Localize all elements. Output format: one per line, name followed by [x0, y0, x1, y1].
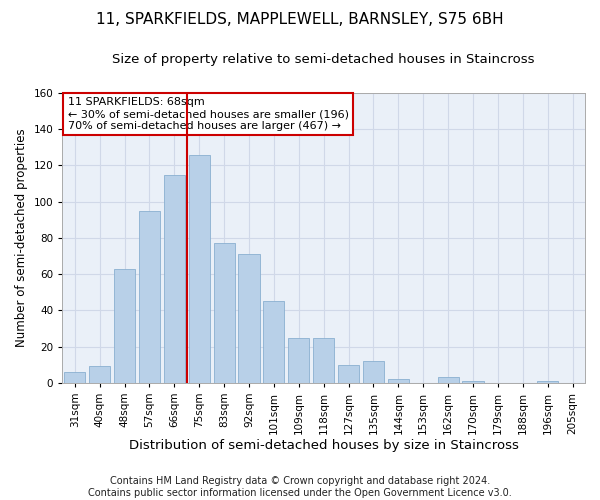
Bar	[288, 338, 310, 383]
Bar	[114, 268, 135, 383]
Bar	[537, 381, 558, 383]
Bar	[139, 211, 160, 383]
Bar	[238, 254, 260, 383]
X-axis label: Distribution of semi-detached houses by size in Staincross: Distribution of semi-detached houses by …	[129, 440, 518, 452]
Bar	[338, 364, 359, 383]
Text: Contains HM Land Registry data © Crown copyright and database right 2024.
Contai: Contains HM Land Registry data © Crown c…	[88, 476, 512, 498]
Text: 11, SPARKFIELDS, MAPPLEWELL, BARNSLEY, S75 6BH: 11, SPARKFIELDS, MAPPLEWELL, BARNSLEY, S…	[96, 12, 504, 28]
Bar	[89, 366, 110, 383]
Bar	[363, 361, 384, 383]
Bar	[214, 244, 235, 383]
Text: 11 SPARKFIELDS: 68sqm
← 30% of semi-detached houses are smaller (196)
70% of sem: 11 SPARKFIELDS: 68sqm ← 30% of semi-deta…	[68, 98, 349, 130]
Bar	[313, 338, 334, 383]
Bar	[164, 174, 185, 383]
Bar	[64, 372, 85, 383]
Bar	[388, 379, 409, 383]
Bar	[263, 302, 284, 383]
Title: Size of property relative to semi-detached houses in Staincross: Size of property relative to semi-detach…	[112, 52, 535, 66]
Bar	[188, 154, 210, 383]
Y-axis label: Number of semi-detached properties: Number of semi-detached properties	[15, 128, 28, 347]
Bar	[437, 378, 458, 383]
Bar	[463, 381, 484, 383]
